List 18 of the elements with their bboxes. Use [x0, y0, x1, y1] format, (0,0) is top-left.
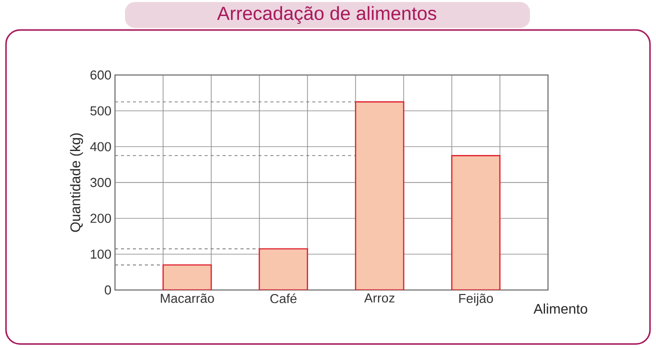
y-tick-label: 500 [90, 106, 111, 116]
bar [451, 155, 500, 290]
x-tick-label: Macarrão [160, 294, 214, 303]
x-tick-label: Feijão [459, 294, 493, 306]
chart-title: Arrecadação de alimentos [217, 6, 436, 24]
y-tick-label: 400 [90, 142, 111, 152]
y-tick-label: 0 [104, 285, 111, 295]
y-tick-label: 100 [90, 250, 111, 259]
y-tick-label: 200 [90, 214, 111, 223]
bar [354, 101, 404, 290]
bar [162, 264, 212, 290]
y-tick-label: 300 [90, 178, 111, 188]
x-tick-label: Arroz [364, 294, 394, 303]
x-tick-label: Café [270, 294, 296, 304]
bar [258, 248, 308, 290]
y-tick-label: 600 [90, 70, 111, 80]
y-axis-title: Quantidade (kg) [70, 133, 84, 232]
x-axis-title: Alimento [534, 304, 588, 314]
